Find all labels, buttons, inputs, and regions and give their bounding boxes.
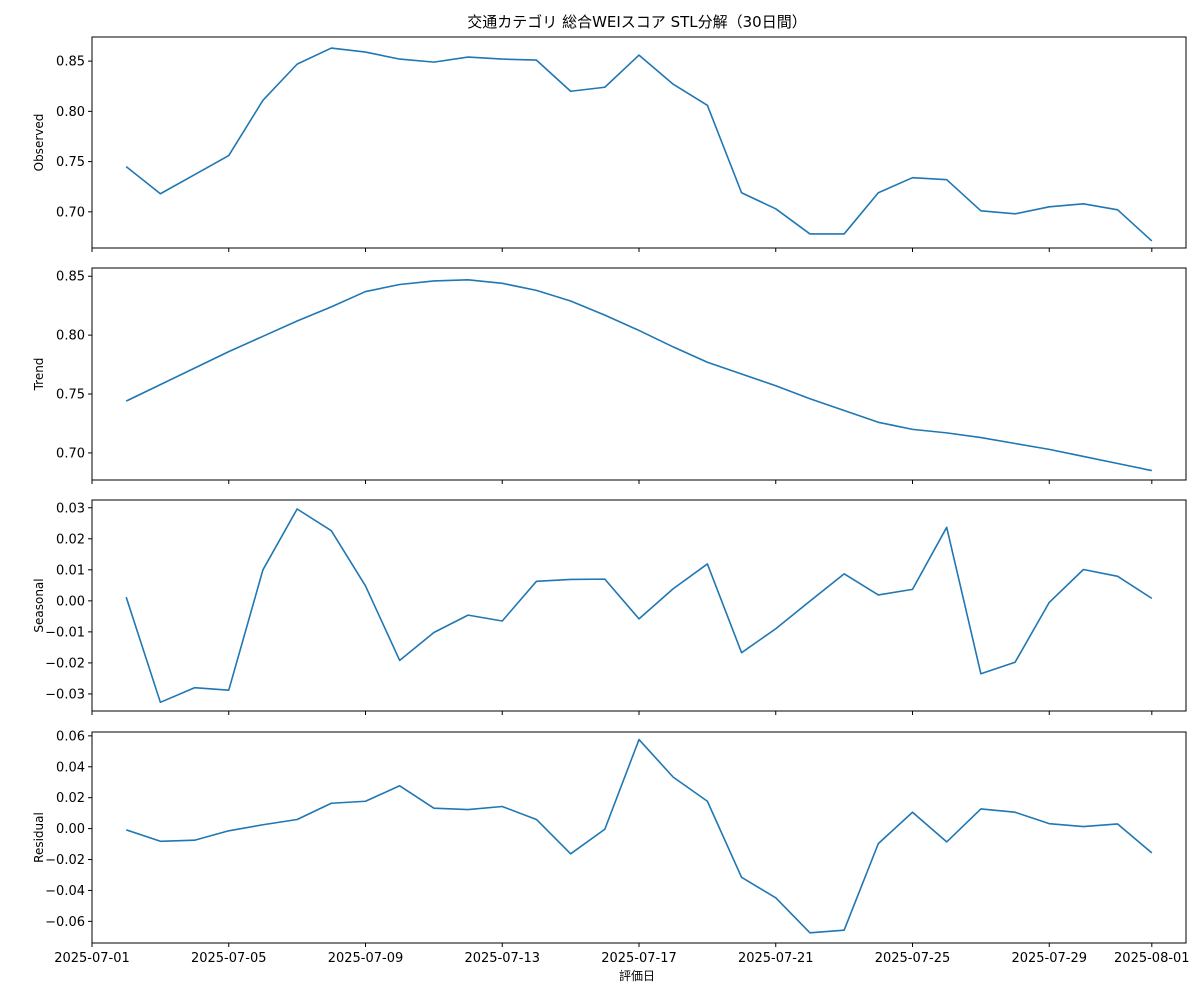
panel-frame (91, 499, 1187, 712)
panel-frame (91, 36, 1187, 249)
x-tick-label: 2025-07-21 (738, 951, 814, 966)
y-tick-label: 0.85 (56, 270, 85, 285)
series-line-residual (125, 738, 1153, 934)
y-tick-label: −0.01 (45, 625, 85, 640)
y-axis-label: Residual (32, 812, 46, 863)
x-tick-label: 2025-07-01 (54, 951, 130, 966)
panel-trend: 0.70 0.75 0.80 0.85 Trend (32, 267, 1187, 484)
chart-title: 交通カテゴリ 総合WEIスコア STL分解（30日間） (467, 13, 806, 31)
x-tick-label: 2025-07-17 (601, 951, 677, 966)
y-tick-label: 0.75 (56, 388, 85, 403)
x-tick-label: 2025-07-13 (464, 951, 540, 966)
x-tick-label: 2025-07-25 (875, 951, 951, 966)
series-line-trend (125, 278, 1152, 472)
panel-frame (91, 731, 1187, 944)
x-tick-label: 2025-07-09 (328, 951, 404, 966)
y-tick-label: 0.02 (56, 532, 85, 547)
y-tick-label: −0.04 (45, 884, 85, 899)
y-tick-label: −0.02 (45, 656, 85, 671)
y-tick-label: 0.04 (56, 760, 85, 775)
y-axis-label: Trend (32, 358, 46, 392)
panel-observed: 0.70 0.75 0.80 0.85 Observed (32, 36, 1187, 252)
x-axis-label: 評価日 (619, 968, 655, 983)
y-tick-label: 0.02 (56, 791, 85, 806)
y-tick-label: 0.80 (56, 329, 85, 344)
y-tick-label: 0.80 (56, 105, 85, 120)
y-tick-label: 0.00 (56, 594, 85, 609)
y-tick-label: −0.06 (45, 915, 85, 930)
y-tick-label: 0.85 (56, 55, 85, 70)
y-axis-label: Seasonal (32, 578, 46, 632)
panel-seasonal: −0.03 −0.02 −0.01 0.00 0.01 0.02 0.03 Seasonal (32, 499, 1187, 715)
series-line-observed (125, 47, 1153, 242)
y-tick-label: 0.75 (56, 155, 85, 170)
y-tick-label: −0.03 (45, 687, 85, 702)
x-tick-label: 2025-07-05 (191, 951, 267, 966)
y-tick-label: 0.70 (56, 205, 85, 220)
x-tick-label: 2025-07-29 (1011, 951, 1087, 966)
panel-frame (91, 267, 1187, 481)
y-tick-label: 0.03 (56, 501, 85, 516)
y-tick-label: 0.01 (56, 563, 85, 578)
y-axis-label: Observed (32, 114, 46, 172)
panel-residual: −0.06 −0.04 −0.02 0.00 0.02 0.04 0.06 2025-07-0… (32, 729, 1190, 966)
x-tick-label: 2025-08-01 (1114, 951, 1190, 966)
y-tick-label: 0.06 (56, 729, 85, 744)
y-tick-label: 0.00 (56, 822, 85, 837)
y-tick-label: −0.02 (45, 853, 85, 868)
series-line-seasonal (125, 508, 1153, 704)
y-tick-label: 0.70 (56, 446, 85, 461)
